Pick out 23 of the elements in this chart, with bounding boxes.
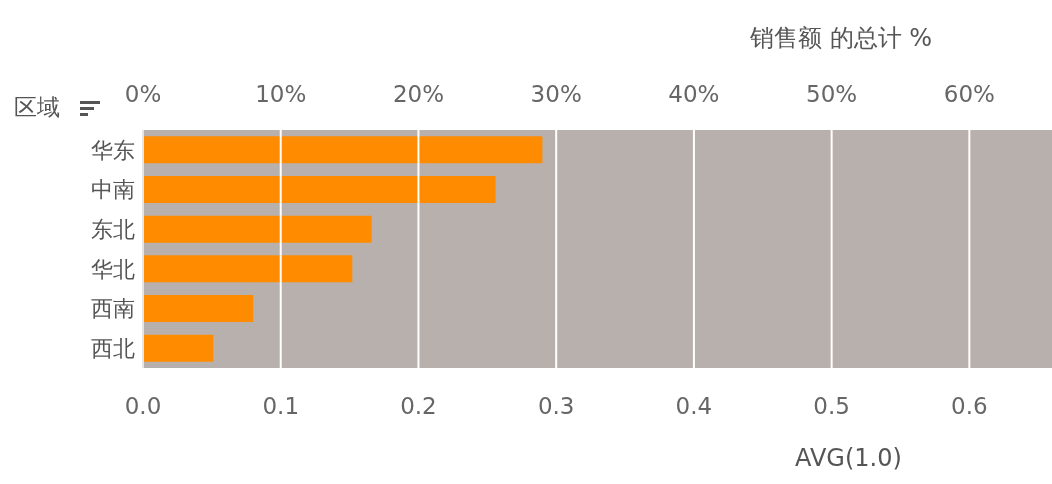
y-tick-label: 西南 (91, 296, 135, 322)
x2-axis-title: 销售额 的总计 % (750, 23, 933, 54)
y-tick-label: 中南 (91, 177, 135, 203)
x2-tick-label: 50% (806, 81, 858, 107)
x-tick-label: 0.4 (675, 393, 713, 420)
x-axis-title: AVG(1.0) (795, 444, 902, 472)
y-tick-label: 华北 (91, 256, 135, 282)
y-tick-label: 东北 (91, 216, 135, 242)
x-tick-label: 0.3 (537, 393, 575, 420)
x-tick-label: 0.6 (951, 393, 988, 420)
x2-tick-label: 0% (124, 81, 162, 107)
y-axis-title: 区域 (14, 93, 60, 122)
x2-tick-label: 20% (392, 81, 445, 107)
x-tick-label: 0.0 (124, 393, 162, 420)
x2-tick-label: 10% (255, 81, 307, 107)
x-tick-label: 0.2 (400, 393, 437, 420)
x-tick-label: 0.1 (262, 393, 300, 420)
x-tick-label: 0.5 (813, 393, 850, 420)
x2-tick-label: 30% (530, 81, 582, 107)
x2-tick-label: 40% (668, 81, 720, 107)
y-tick-label: 西北 (91, 335, 135, 361)
x2-tick-label: 60% (943, 81, 995, 107)
y-tick-label: 华东 (91, 137, 135, 163)
